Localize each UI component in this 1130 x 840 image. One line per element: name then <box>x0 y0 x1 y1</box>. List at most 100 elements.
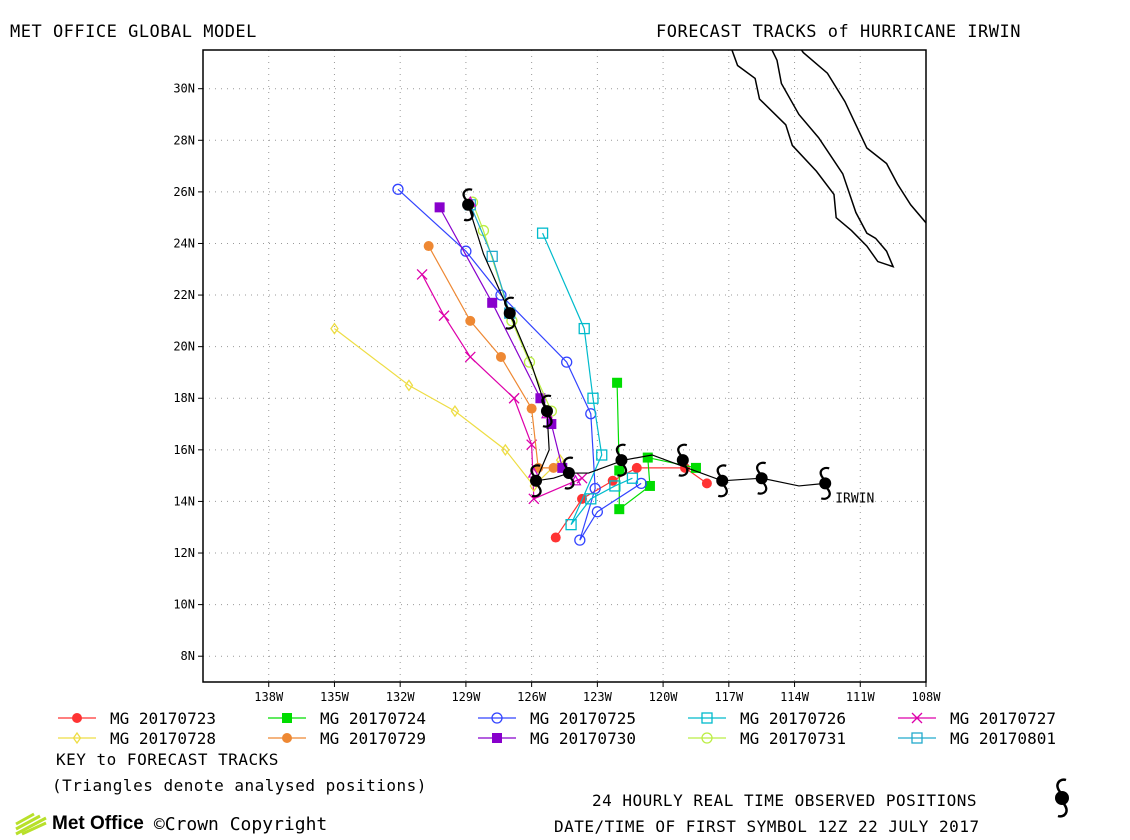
track-point <box>557 462 568 473</box>
track-point <box>642 452 653 463</box>
y-tick-label: 8N <box>181 649 195 663</box>
legend-label: MG 20170730 <box>530 729 636 748</box>
y-tick-label: 24N <box>173 236 195 250</box>
triangles-note: (Triangles denote analysed positions) <box>52 776 427 795</box>
track-point <box>72 731 82 745</box>
track-point <box>423 241 434 252</box>
y-tick-label: 14N <box>173 494 195 508</box>
legend-label: MG 20170728 <box>110 729 216 748</box>
track-point <box>911 712 923 724</box>
y-tick-label: 16N <box>173 443 195 457</box>
track-point <box>574 534 586 546</box>
observed-hurricane-symbol <box>503 296 516 330</box>
legend-item: MG 20170727 <box>898 709 1056 728</box>
legend-item: MG 20170725 <box>478 709 636 728</box>
legend-item: MG 20170723 <box>58 709 216 728</box>
axes: 138W 135W 132W 129W 126W 123W 120W 117W 114W 111W… <box>173 82 941 704</box>
brand-name: Met Office <box>52 813 144 834</box>
legend-label: MG 20170726 <box>740 709 846 728</box>
series-line <box>616 382 697 511</box>
track-point <box>701 478 712 489</box>
track-point <box>450 405 460 418</box>
observed-hurricane-symbol <box>755 461 768 495</box>
legend: MG 20170723 MG 20170724 MG 20170725 MG 2017… <box>58 709 1056 748</box>
track-point <box>535 393 546 404</box>
model-title: MET OFFICE GLOBAL MODEL <box>10 22 257 42</box>
x-tick-label: 123W <box>583 690 613 704</box>
track-point <box>487 297 498 308</box>
track-point <box>508 392 520 404</box>
legend-item: MG 20170724 <box>268 709 426 728</box>
track-point <box>434 202 445 213</box>
x-tick-label: 129W <box>451 690 481 704</box>
datetime-note: DATE/TIME OF FIRST SYMBOL 12Z 22 JULY 20… <box>554 817 980 836</box>
forecast-tracks <box>330 183 712 546</box>
track-point <box>464 351 476 363</box>
y-tick-label: 12N <box>173 546 195 560</box>
x-tick-label: 117W <box>714 690 744 704</box>
legend-label: MG 20170725 <box>530 709 636 728</box>
track-point <box>644 480 655 491</box>
track-point <box>72 713 82 723</box>
track-point <box>911 732 923 744</box>
storm-label: IRWIN <box>835 491 874 506</box>
track-point <box>565 518 577 531</box>
legend-item: MG 20170730 <box>478 729 636 748</box>
track-point <box>392 183 404 195</box>
observed-position-icon <box>1055 778 1069 818</box>
legend-item: MG 20170729 <box>268 729 426 748</box>
y-tick-label: 28N <box>173 133 195 147</box>
track-point <box>701 732 713 744</box>
y-tick-label: 30N <box>173 82 195 96</box>
coastline <box>731 50 926 268</box>
observed-hurricane-symbol <box>540 394 553 428</box>
grid-lines <box>203 50 927 682</box>
legend-item: MG 20170731 <box>688 729 846 748</box>
track-point <box>612 377 623 388</box>
y-tick-label: 26N <box>173 185 195 199</box>
track-point <box>591 506 604 518</box>
track-point <box>631 462 642 473</box>
series-line <box>469 204 511 314</box>
plot-frame <box>202 49 927 683</box>
track-point <box>614 465 625 476</box>
observed-hurricane-symbol <box>819 466 832 500</box>
observed-hurricane-symbol <box>716 464 729 498</box>
legend-label: MG 20170731 <box>740 729 846 748</box>
track-point <box>416 268 428 280</box>
legend-label: MG 20170729 <box>320 729 426 748</box>
track-point <box>523 356 536 368</box>
legend-item: MG 20170728 <box>58 729 216 748</box>
x-tick-label: 138W <box>254 690 284 704</box>
x-tick-label: 114W <box>780 690 810 704</box>
x-tick-label: 132W <box>386 690 416 704</box>
coastline-segment <box>731 50 895 268</box>
series-line <box>397 188 642 541</box>
track-point <box>585 493 597 505</box>
x-tick-label: 126W <box>517 690 547 704</box>
met-office-logo-icon <box>15 812 47 836</box>
track-point <box>548 462 559 473</box>
observed-hurricane-symbol <box>676 443 689 477</box>
track-point <box>536 227 549 239</box>
track-point <box>609 480 621 492</box>
key-title: KEY to FORECAST TRACKS <box>56 750 279 769</box>
track-point <box>578 322 590 335</box>
observed-track-line <box>467 204 826 487</box>
y-tick-label: 20N <box>173 340 195 354</box>
track-point <box>614 504 625 515</box>
y-tick-label: 10N <box>173 598 195 612</box>
legend-label: MG 20170727 <box>950 709 1056 728</box>
legend-item: MG 20170801 <box>898 729 1056 748</box>
legend-label: MG 20170723 <box>110 709 216 728</box>
track-point <box>438 310 450 322</box>
track-point <box>501 443 510 456</box>
series-line <box>428 245 554 469</box>
observed-track <box>462 188 832 500</box>
legend-label: MG 20170724 <box>320 709 426 728</box>
x-tick-label: 108W <box>912 690 942 704</box>
track-point <box>492 733 502 743</box>
track-point <box>282 713 292 723</box>
y-tick-label: 18N <box>173 391 195 405</box>
track-point <box>491 712 503 724</box>
